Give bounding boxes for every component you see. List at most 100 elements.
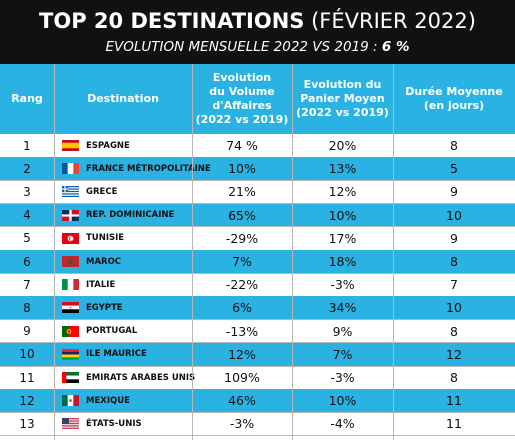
destination-name: MEXIQUE — [86, 395, 130, 406]
volume-cell: 7% — [232, 254, 252, 270]
destination-name: PORTUGAL — [86, 326, 138, 337]
volume-cell: 65% — [228, 207, 256, 223]
table-row: 2 FRANCE MÉTROPOLITAINE 10% 13% 5 — [0, 157, 515, 181]
table-row: 1 ESPAGNE 74 % 20% 8 — [0, 134, 515, 157]
destination-cell: ESPAGNE — [54, 134, 192, 157]
row-divider — [0, 365, 515, 367]
volume-cell: 109% — [224, 370, 260, 386]
duree-cell: 10 — [446, 207, 462, 223]
rank-cell: 11 — [19, 370, 35, 385]
destination-name: FRANCE MÉTROPOLITAINE — [86, 163, 211, 174]
row-divider — [0, 411, 515, 413]
volume-cell: 12% — [228, 346, 256, 362]
title-main: TOP 20 DESTINATIONS — [39, 9, 305, 33]
table-row: 10 ILE MAURICE 12% 7% 12 — [0, 342, 515, 366]
volume-cell: 46% — [228, 393, 256, 409]
rank-cell: 9 — [23, 324, 31, 339]
table-row: 11 EMIRATS ARABES UNIS 109% -3% 8 — [0, 366, 515, 389]
destination-cell: ITALIE — [54, 273, 192, 296]
panier-cell: 10% — [328, 207, 357, 223]
volume-cell: -13% — [225, 323, 259, 339]
destination-cell: ÉTATS-UNIS — [54, 412, 192, 435]
flag-uae-icon — [62, 372, 79, 384]
flag-spain-icon — [62, 140, 79, 152]
flag-morocco-icon — [62, 256, 79, 268]
flag-france-icon — [62, 163, 79, 175]
destination-cell: FRANCE MÉTROPOLITAINE — [54, 157, 211, 180]
panier-cell: -3% — [330, 370, 355, 386]
panier-cell: 20% — [328, 138, 357, 154]
rank-cell: 10 — [19, 347, 35, 362]
volume-cell: 10% — [228, 161, 256, 177]
panier-cell: 17% — [328, 230, 357, 246]
destination-cell: ILE MAURICE — [54, 343, 192, 366]
panier-cell: 12% — [328, 184, 357, 200]
subtitle-text: EVOLUTION MENSUELLE 2022 VS 2019 : — [105, 39, 382, 55]
destination-cell: GRECE — [54, 180, 192, 203]
rank-cell: 4 — [23, 208, 31, 223]
rank-cell: 12 — [19, 393, 35, 408]
duree-cell: 5 — [450, 161, 458, 177]
rank-cell: 1 — [23, 138, 31, 153]
rank-cell: 2 — [23, 161, 31, 176]
flag-italy-icon — [62, 279, 79, 291]
destination-cell: EGYPTE — [54, 296, 192, 319]
panier-cell: 7% — [332, 346, 353, 362]
table-row: 3 GRECE 21% 12% 9 — [0, 180, 515, 203]
duree-cell: 9 — [450, 230, 458, 246]
duree-cell: 8 — [450, 323, 458, 339]
volume-cell: -22% — [225, 277, 259, 293]
column-divider — [192, 64, 193, 440]
header-volume: Evolution du Volume d'Affaires (2022 vs … — [195, 71, 289, 126]
row-divider — [0, 179, 515, 181]
destination-cell: PORTUGAL — [54, 320, 192, 343]
panier-cell: 18% — [328, 254, 357, 270]
table-row: 6 MAROC 7% 18% 8 — [0, 250, 515, 274]
row-divider — [0, 272, 515, 274]
destination-name: ESPAGNE — [86, 140, 130, 151]
destination-name: ITALIE — [86, 279, 116, 290]
volume-cell: -3% — [229, 416, 255, 432]
duree-cell: 11 — [446, 393, 462, 409]
destination-name: EGYPTE — [86, 302, 123, 313]
title-period: (FÉVRIER 2022) — [304, 9, 476, 33]
destinations-table: Rang Destination Evolution du Volume d'A… — [0, 64, 515, 440]
table-header: Rang Destination Evolution du Volume d'A… — [0, 64, 515, 134]
rank-cell: 5 — [23, 231, 31, 246]
panier-cell: -4% — [330, 416, 355, 432]
header-rank: Rang — [11, 92, 43, 105]
flag-mauritius-icon — [62, 348, 79, 360]
table-row: 8 EGYPTE 6% 34% 10 — [0, 296, 515, 320]
table-row: 12 MEXIQUE 46% 10% 11 — [0, 389, 515, 413]
destination-cell: TUNISIE — [54, 227, 192, 250]
panier-cell: 10% — [328, 393, 357, 409]
destination-cell: MEXIQUE — [54, 389, 192, 412]
duree-cell: 8 — [450, 370, 458, 386]
rank-cell: 8 — [23, 300, 31, 315]
row-divider — [0, 226, 515, 228]
table-row: 4 REP. DOMINICAINE 65% 10% 10 — [0, 203, 515, 227]
destination-name: ÉTATS-UNIS — [86, 418, 142, 429]
destination-name: ILE MAURICE — [86, 349, 147, 360]
page-subtitle: EVOLUTION MENSUELLE 2022 VS 2019 : 6 % — [0, 38, 515, 56]
panier-cell: -3% — [330, 277, 355, 293]
rank-cell: 7 — [23, 277, 31, 292]
volume-cell: 74 % — [226, 138, 258, 154]
destination-cell: EMIRATS ARABES UNIS — [54, 366, 196, 389]
duree-cell: 12 — [446, 346, 462, 362]
flag-dominican-republic-icon — [62, 209, 79, 221]
header-duree: Durée Moyenne (en jours) — [405, 85, 503, 112]
flag-portugal-icon — [62, 325, 79, 337]
duree-cell: 10 — [446, 300, 462, 316]
title-banner: TOP 20 DESTINATIONS (FÉVRIER 2022) EVOLU… — [0, 0, 515, 64]
column-divider — [292, 64, 293, 440]
destination-name: REP. DOMINICAINE — [86, 210, 175, 221]
page-title: TOP 20 DESTINATIONS (FÉVRIER 2022) — [0, 8, 515, 34]
table-row: 9 PORTUGAL -13% 9% 8 — [0, 320, 515, 343]
duree-cell: 9 — [450, 184, 458, 200]
table-row: 7 ITALIE -22% -3% 7 — [0, 273, 515, 296]
flag-greece-icon — [62, 186, 79, 198]
table-row: 5 TUNISIE -29% 17% 9 — [0, 227, 515, 250]
destination-name: EMIRATS ARABES UNIS — [86, 372, 196, 383]
flag-egypt-icon — [62, 302, 79, 314]
